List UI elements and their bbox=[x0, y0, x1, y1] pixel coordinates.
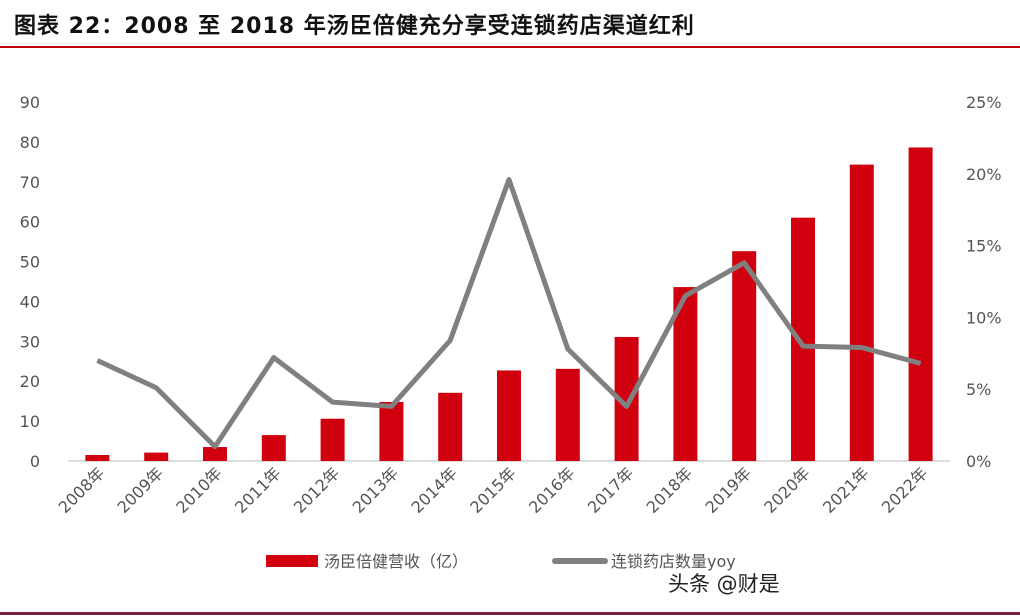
left-tick-label: 20 bbox=[20, 372, 40, 391]
x-tick-label: 2019年 bbox=[701, 463, 755, 517]
bar-2013年 bbox=[379, 401, 404, 461]
x-tick-label: 2010年 bbox=[172, 463, 226, 517]
left-tick-label: 90 bbox=[20, 93, 40, 112]
bar-2011年 bbox=[261, 435, 286, 461]
bar-2014年 bbox=[438, 392, 463, 461]
x-tick-label: 2016年 bbox=[525, 463, 579, 517]
legend-bar-swatch bbox=[266, 555, 318, 567]
right-tick-label: 10% bbox=[966, 308, 1002, 327]
title-divider bbox=[0, 46, 1020, 48]
x-tick-label: 2022年 bbox=[878, 463, 932, 517]
x-tick-label: 2020年 bbox=[760, 463, 814, 517]
left-tick-label: 60 bbox=[20, 213, 40, 232]
left-tick-label: 70 bbox=[20, 173, 40, 192]
x-tick-label: 2014年 bbox=[407, 463, 461, 517]
x-tick-label: 2011年 bbox=[231, 463, 285, 517]
bar-2009年 bbox=[144, 452, 169, 461]
left-tick-label: 30 bbox=[20, 332, 40, 351]
x-tick-label: 2008年 bbox=[55, 463, 109, 517]
right-tick-label: 15% bbox=[966, 237, 1002, 256]
bar-2019年 bbox=[732, 251, 757, 461]
right-tick-label: 0% bbox=[966, 452, 991, 471]
chart-title: 图表 22：2008 至 2018 年汤臣倍健充分享受连锁药店渠道红利 bbox=[14, 14, 695, 39]
left-tick-label: 80 bbox=[20, 133, 40, 152]
x-tick-label: 2012年 bbox=[290, 463, 344, 517]
bar-2020年 bbox=[791, 217, 815, 461]
bottom-divider bbox=[0, 612, 1020, 615]
legend-line-label: 连锁药店数量yoy bbox=[611, 552, 736, 571]
right-tick-label: 20% bbox=[966, 165, 1002, 184]
left-tick-label: 10 bbox=[20, 412, 40, 431]
bar-2015年 bbox=[497, 370, 521, 461]
right-tick-label: 5% bbox=[966, 380, 991, 399]
bar-2010年 bbox=[203, 447, 227, 461]
bar-2021年 bbox=[849, 164, 874, 461]
x-tick-label: 2009年 bbox=[113, 463, 167, 517]
legend-bar-label: 汤臣倍健营收（亿） bbox=[324, 552, 468, 571]
x-tick-label: 2013年 bbox=[349, 463, 403, 517]
bar-2022年 bbox=[908, 147, 933, 461]
right-tick-label: 25% bbox=[966, 93, 1002, 112]
watermark: 头条 @财是 bbox=[668, 572, 780, 596]
x-tick-label: 2021年 bbox=[819, 463, 873, 517]
bar-2008年 bbox=[85, 455, 110, 461]
left-tick-label: 50 bbox=[20, 253, 40, 272]
bar-2016年 bbox=[555, 368, 580, 461]
left-tick-label: 40 bbox=[20, 292, 40, 311]
x-tick-label: 2015年 bbox=[466, 463, 520, 517]
bar-2012年 bbox=[320, 418, 345, 461]
x-tick-label: 2018年 bbox=[643, 463, 697, 517]
x-tick-label: 2017年 bbox=[584, 463, 638, 517]
left-tick-label: 0 bbox=[30, 452, 40, 471]
